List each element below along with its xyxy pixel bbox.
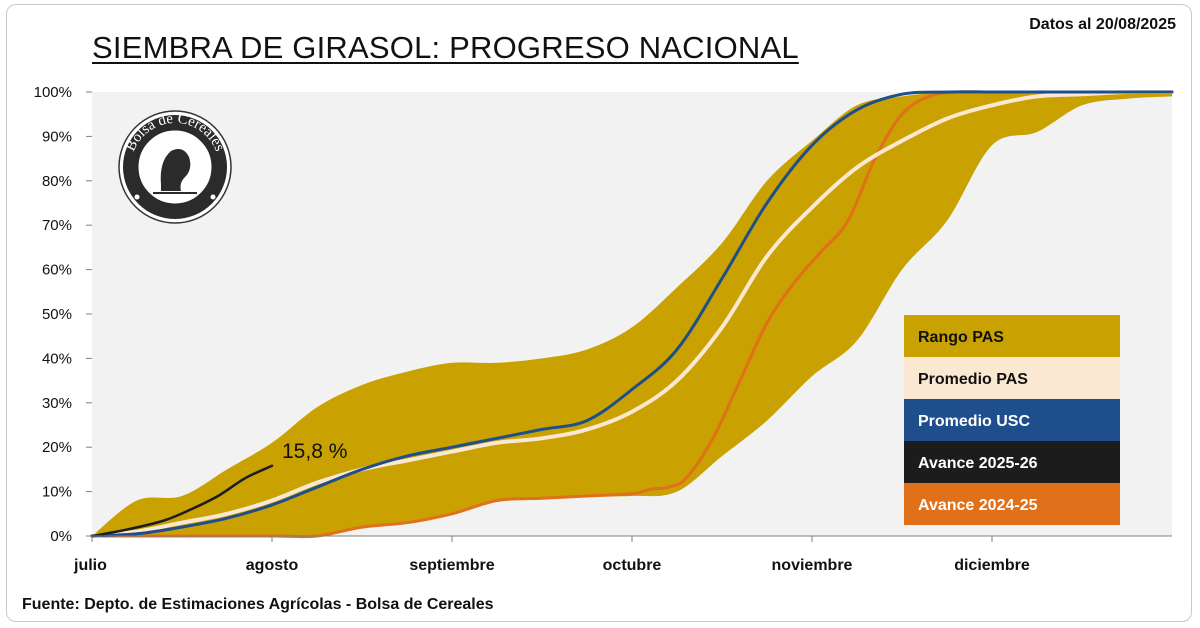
y-tick-label: 90% — [42, 128, 72, 145]
series-line-avance-2025-26 — [90, 464, 274, 538]
legend-swatch-promedio-usc — [904, 399, 1120, 441]
current-value-annotation: 15,8 % — [282, 440, 347, 463]
legend-swatch-avance-2024-25 — [904, 483, 1120, 525]
y-tick-label: 70% — [42, 217, 72, 234]
legend-label-promedio-usc: Promedio USC — [918, 413, 1030, 430]
y-tick-label: 30% — [42, 395, 72, 412]
x-tick-label: agosto — [246, 557, 299, 574]
y-tick-label: 60% — [42, 262, 72, 279]
x-tick-label: septiembre — [409, 557, 494, 574]
legend-label-avance-2025-26: Avance 2025-26 — [918, 455, 1038, 472]
x-tick-label: octubre — [603, 557, 662, 574]
legend-swatch-avance-2025-26 — [904, 441, 1120, 483]
legend-label-promedio-pas: Promedio PAS — [918, 371, 1028, 388]
series-line-promedio-usc — [90, 90, 1174, 538]
bolsa-de-cereales-logo: Bolsa de Cereales — [118, 110, 232, 224]
legend-label-avance-2024-25: Avance 2024-25 — [918, 497, 1038, 514]
y-tick-label: 80% — [42, 173, 72, 190]
chart-title: SIEMBRA DE GIRASOL: PROGRESO NACIONAL — [92, 30, 799, 65]
x-tick-label: julio — [73, 557, 107, 574]
legend-swatch-promedio-pas — [904, 357, 1120, 399]
y-tick-label: 10% — [42, 484, 72, 501]
legend: Rango PAS Promedio PAS Promedio USC Avance … — [904, 315, 1120, 525]
series-line-promedio-pas — [90, 89, 1174, 538]
y-tick-label: 20% — [42, 439, 72, 456]
x-tick-label: noviembre — [772, 557, 853, 574]
x-tick-label: diciembre — [954, 557, 1030, 574]
source-note: Fuente: Depto. de Estimaciones Agrícolas… — [22, 596, 494, 613]
legend-label-rango-pas: Rango PAS — [918, 329, 1004, 346]
y-tick-label: 0% — [50, 528, 72, 545]
y-tick-label: 50% — [42, 306, 72, 323]
series-rango-pas-band — [92, 91, 1172, 537]
legend-swatch-rango-pas — [904, 315, 1120, 357]
date-note: Datos al 20/08/2025 — [1029, 16, 1176, 33]
y-tick-label: 100% — [34, 84, 72, 101]
y-tick-label: 40% — [42, 350, 72, 367]
